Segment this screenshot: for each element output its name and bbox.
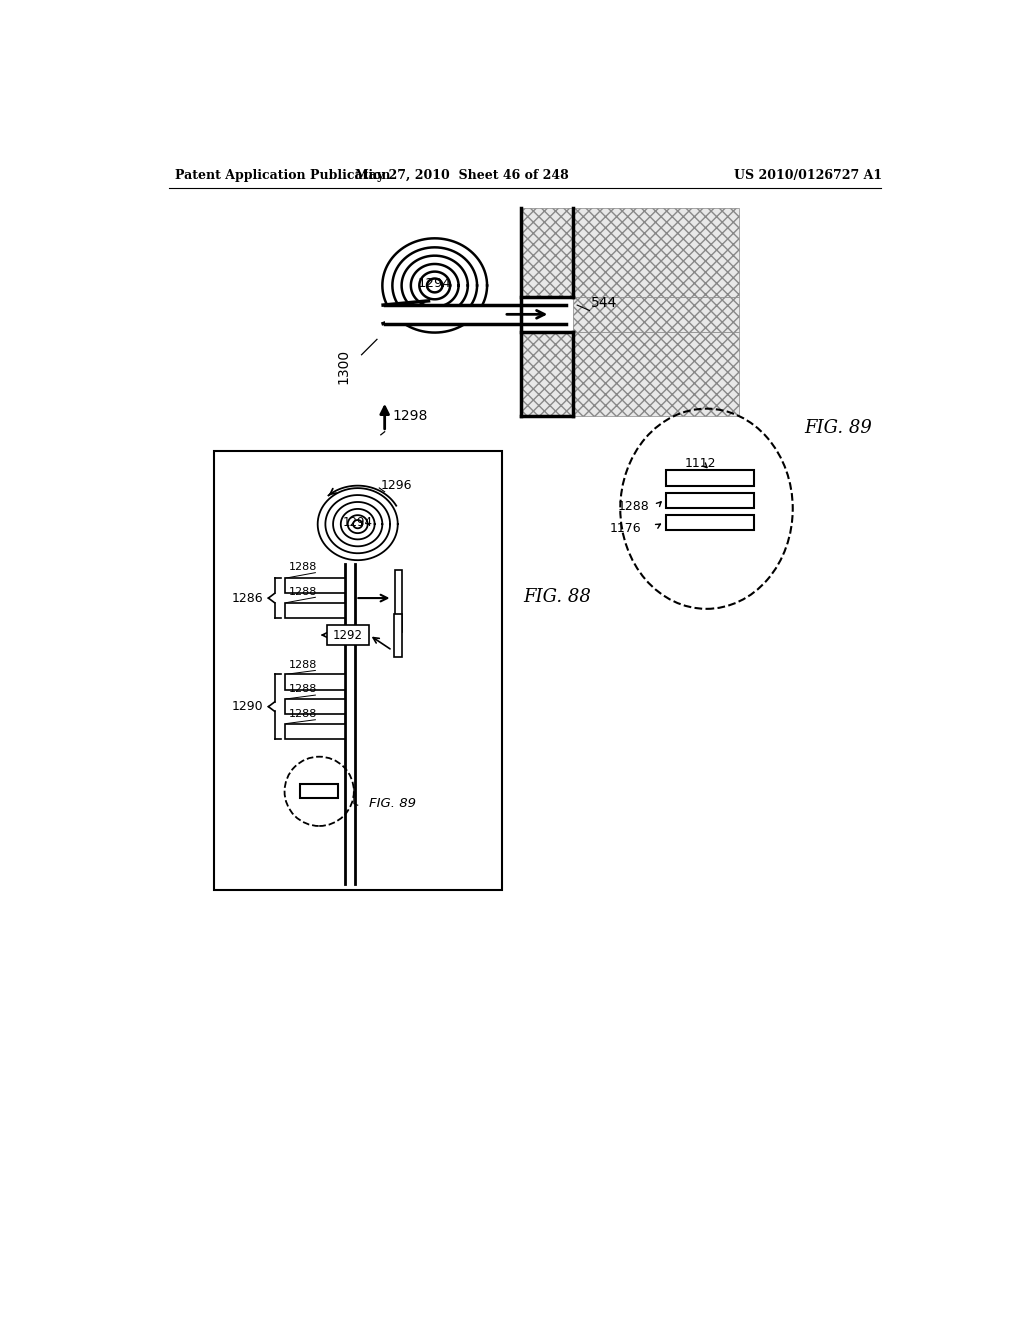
Text: FIG. 89: FIG. 89	[370, 797, 417, 810]
Text: 1176: 1176	[609, 521, 641, 535]
Bar	[666, 470, 755, 486]
Text: 1300: 1300	[336, 348, 350, 384]
Bar	[394, 570, 402, 632]
Text: 544: 544	[591, 297, 617, 310]
Text: 1288: 1288	[289, 586, 316, 597]
Bar	[521, 209, 739, 297]
Bar	[666, 515, 755, 531]
Text: Patent Application Publication: Patent Application Publication	[175, 169, 391, 182]
Bar	[285, 723, 345, 739]
Text: 1298: 1298	[392, 409, 428, 424]
Text: FIG. 89: FIG. 89	[804, 418, 872, 437]
Bar	[573, 297, 739, 331]
Bar	[521, 209, 739, 297]
Text: FIG. 88: FIG. 88	[523, 589, 591, 606]
Bar	[394, 614, 401, 656]
Text: May 27, 2010  Sheet 46 of 248: May 27, 2010 Sheet 46 of 248	[354, 169, 568, 182]
Bar	[285, 603, 345, 618]
Bar	[521, 331, 739, 416]
Bar	[285, 700, 345, 714]
Text: 1294: 1294	[418, 277, 452, 290]
Bar	[214, 451, 503, 890]
Bar	[285, 578, 345, 594]
Bar	[285, 675, 345, 689]
Bar	[300, 784, 339, 799]
Text: 1288: 1288	[289, 709, 316, 719]
Bar	[666, 492, 755, 508]
Text: 1288: 1288	[289, 562, 316, 572]
Text: 1112: 1112	[685, 457, 717, 470]
Text: 1294: 1294	[343, 516, 373, 529]
Text: 1286: 1286	[232, 591, 264, 605]
Bar	[573, 297, 739, 331]
Text: 1292: 1292	[333, 628, 364, 642]
Text: 1288: 1288	[617, 500, 649, 513]
Text: 1290: 1290	[232, 700, 264, 713]
Bar	[385, 305, 565, 323]
Text: 1296: 1296	[381, 479, 413, 492]
Bar	[521, 331, 739, 416]
Text: US 2010/0126727 A1: US 2010/0126727 A1	[734, 169, 883, 182]
Bar	[327, 626, 370, 645]
Text: 1288: 1288	[289, 684, 316, 694]
Text: 1288: 1288	[289, 660, 316, 669]
